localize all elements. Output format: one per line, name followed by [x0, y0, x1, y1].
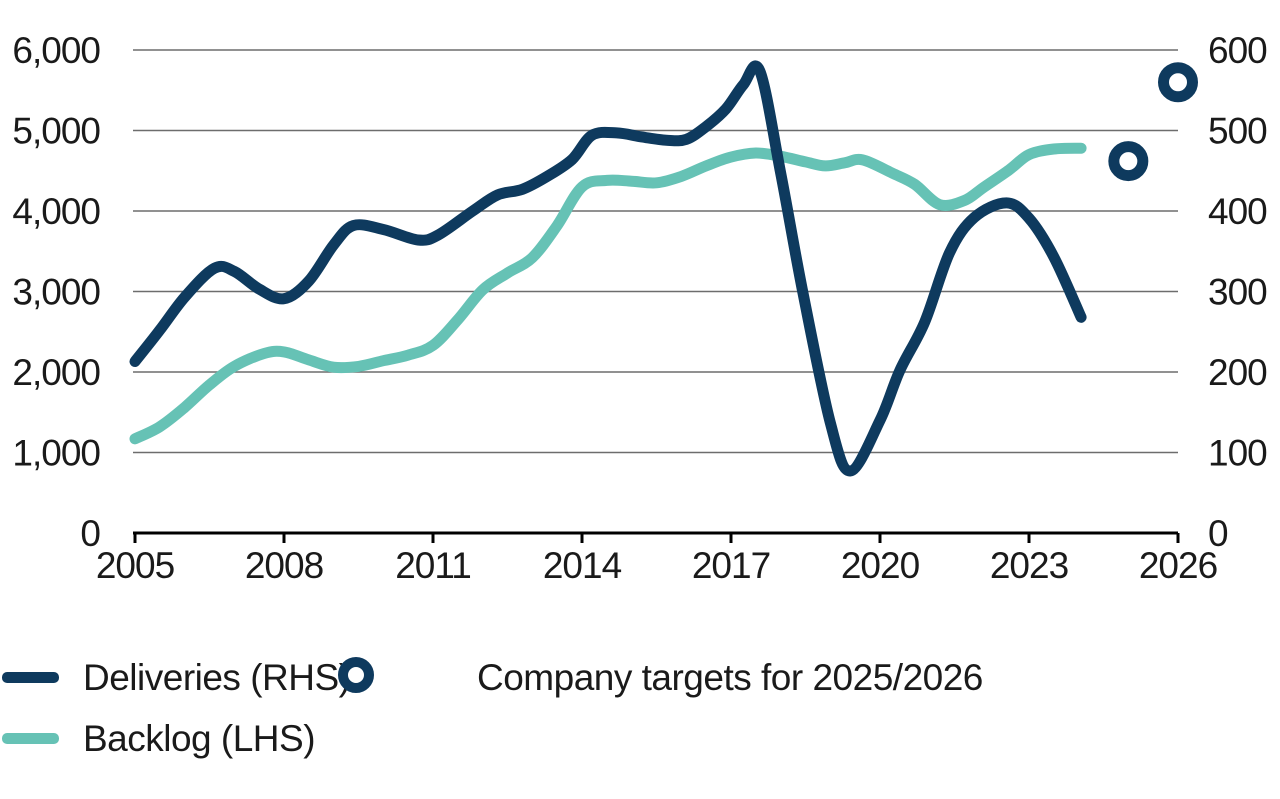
- y-axis-label-left: 6,000: [12, 30, 100, 71]
- x-axis-label: 2017: [692, 545, 770, 586]
- company-target-point: [1158, 62, 1198, 103]
- legend-label-targets: Company targets for 2025/2026: [477, 657, 983, 698]
- y-axis-label-left: 2,000: [12, 352, 100, 393]
- y-axis-label-left: 1,000: [12, 433, 100, 474]
- y-axis-label-right: 300: [1208, 272, 1267, 313]
- deliveries-line: [129, 60, 1087, 477]
- targets-circle-swatch: [338, 657, 374, 693]
- x-axis-label: 2005: [96, 545, 175, 586]
- deliveries-line-swatch: [2, 672, 59, 683]
- y-axis-label-right: 600: [1208, 30, 1267, 71]
- company-target-point: [1108, 141, 1149, 182]
- backlog-line-swatch: [2, 733, 59, 744]
- legend-label-backlog: Backlog (LHS): [83, 718, 316, 759]
- legend-label-deliveries: Deliveries (RHS): [83, 657, 351, 698]
- y-axis-label-left: 5,000: [12, 111, 100, 152]
- y-axis-label-left: 0: [80, 513, 100, 554]
- y-axis-label-right: 200: [1208, 352, 1267, 393]
- y-axis-label-right: 400: [1208, 191, 1267, 232]
- x-axis-label: 2008: [245, 545, 323, 586]
- x-axis-label: 2020: [841, 545, 920, 586]
- x-axis-label: 2023: [990, 545, 1068, 586]
- y-axis-label-left: 3,000: [12, 272, 100, 313]
- y-axis-label-right: 100: [1208, 433, 1267, 474]
- y-axis-label-left: 4,000: [12, 191, 100, 232]
- y-axis-label-right: 0: [1208, 513, 1228, 554]
- x-axis-label: 2026: [1139, 545, 1217, 586]
- x-axis-label: 2014: [543, 545, 622, 586]
- backlog-line: [129, 142, 1087, 445]
- x-axis-label: 2011: [395, 545, 471, 586]
- y-axis-label-right: 500: [1208, 111, 1267, 152]
